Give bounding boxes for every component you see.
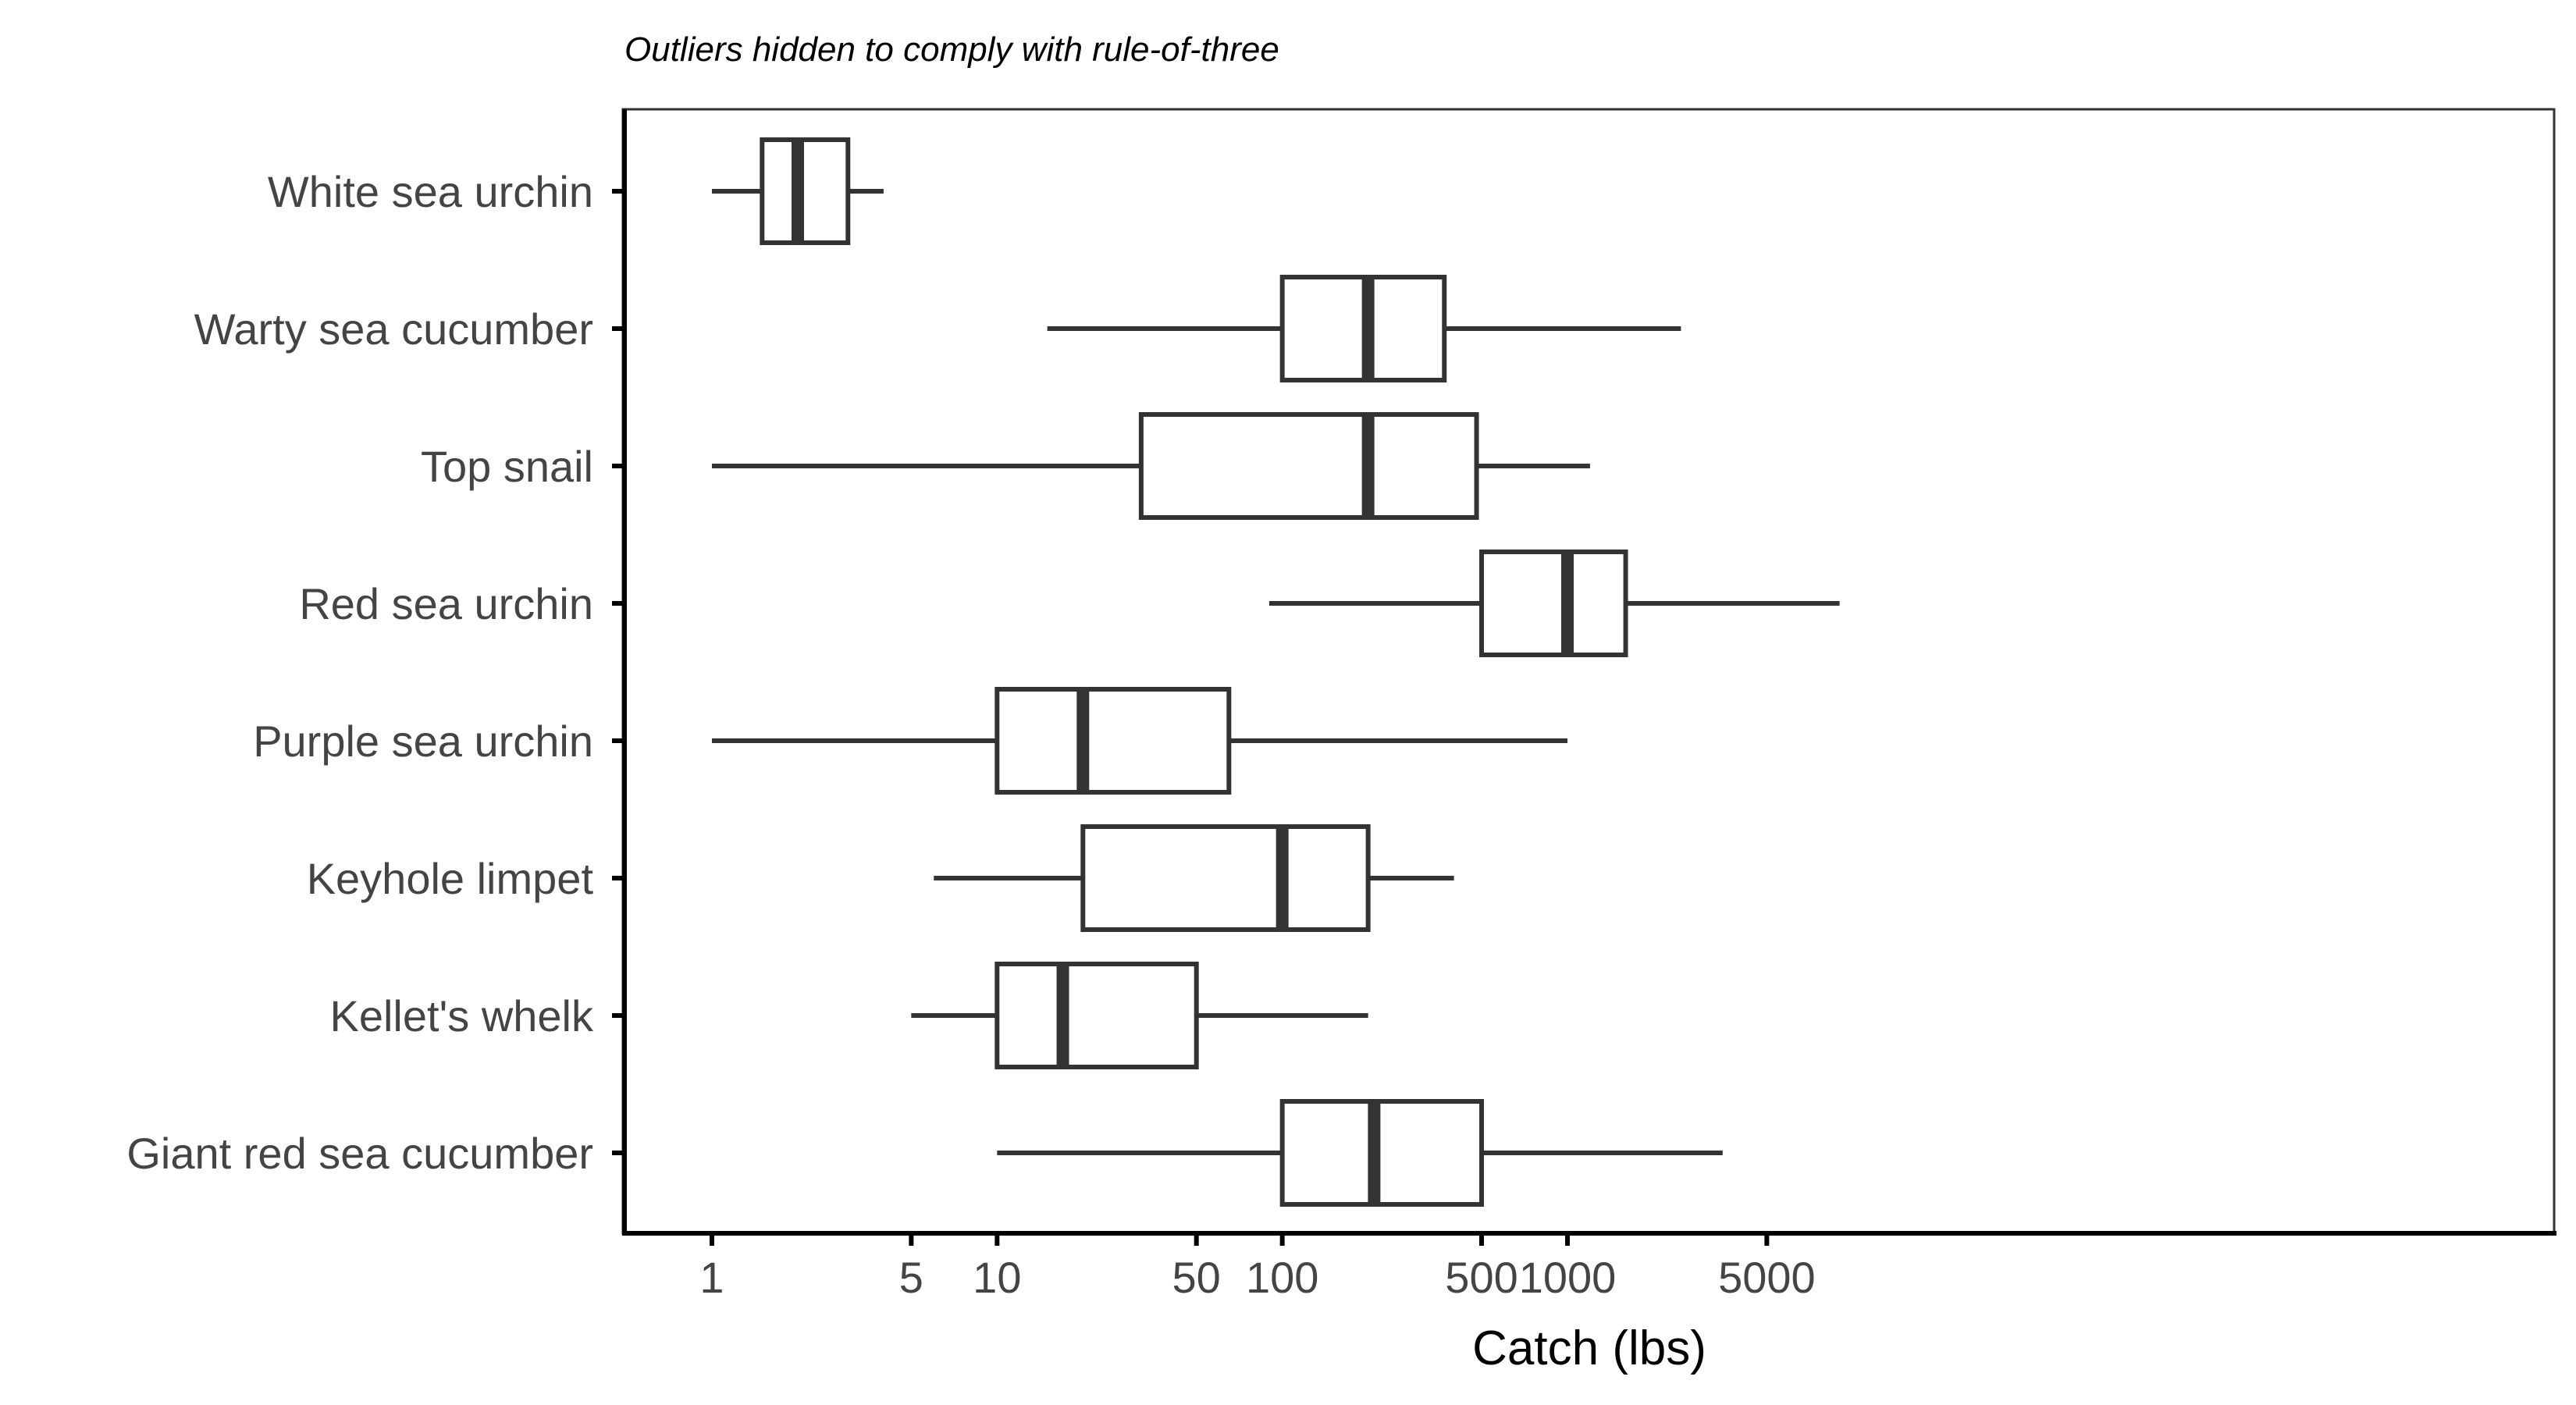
- y-tick-label: Top snail: [421, 442, 593, 491]
- y-tick-label: Kellet's whelk: [329, 991, 594, 1040]
- y-tick-label: White sea urchin: [268, 167, 593, 216]
- y-tick-label: Warty sea cucumber: [194, 304, 593, 354]
- iqr-box: [1138, 412, 1479, 520]
- iqr-box: [1479, 550, 1628, 657]
- y-tick-label: Keyhole limpet: [307, 854, 594, 903]
- box-warty-sea-cucumber: [1047, 275, 1681, 382]
- y-axis: White sea urchin Warty sea cucumber Top sn…: [126, 167, 624, 1178]
- iqr-box: [1279, 1099, 1485, 1207]
- box-kellet-s-whelk: [911, 962, 1368, 1069]
- box-giant-red-sea-cucumber: [997, 1099, 1723, 1207]
- iqr-box: [760, 137, 851, 245]
- x-tick-label: 50: [1172, 1253, 1221, 1302]
- box-top-snail: [712, 412, 1590, 520]
- chart-subtitle: Outliers hidden to comply with rule-of-t…: [624, 30, 1279, 69]
- box-white-sea-urchin: [712, 137, 884, 245]
- x-axis-title: Catch (lbs): [1472, 1321, 1706, 1375]
- x-tick-label: 5000: [1718, 1253, 1816, 1302]
- x-tick-label: 10: [973, 1253, 1021, 1302]
- box-purple-sea-urchin: [712, 687, 1567, 795]
- iqr-box: [994, 687, 1232, 795]
- x-tick-label: 1: [699, 1253, 724, 1302]
- y-tick-label: Red sea urchin: [299, 579, 593, 628]
- x-tick-label: 1000: [1519, 1253, 1617, 1302]
- boxes: [712, 137, 1840, 1207]
- iqr-box: [1080, 824, 1371, 932]
- x-tick-label: 100: [1246, 1253, 1318, 1302]
- y-tick-label: Purple sea urchin: [253, 717, 593, 766]
- x-tick-label: 5: [899, 1253, 923, 1302]
- box-red-sea-urchin: [1268, 550, 1840, 657]
- x-tick-label: 500: [1445, 1253, 1517, 1302]
- box-keyhole-limpet: [934, 824, 1454, 932]
- iqr-box: [994, 962, 1199, 1069]
- x-axis: 1 5 10 50 100 500 1000 5000: [699, 1233, 1816, 1302]
- y-tick-label: Giant red sea cucumber: [126, 1129, 593, 1178]
